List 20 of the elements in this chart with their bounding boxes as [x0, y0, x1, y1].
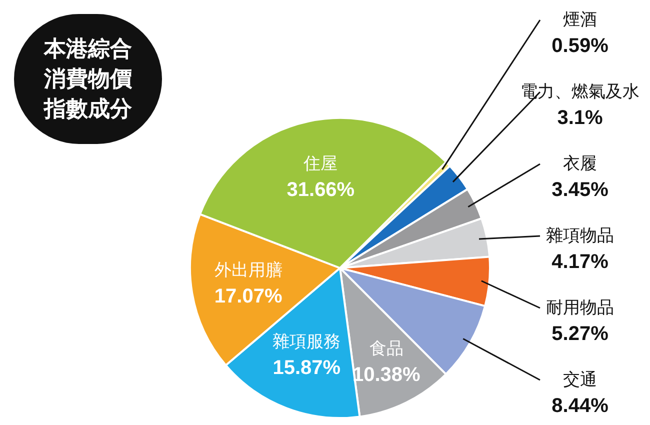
slice-label: 雜項物品 [546, 226, 614, 245]
data-label: 17.07% [214, 286, 282, 308]
data-label: 8.44% [552, 395, 609, 417]
slice-label: 電力、燃氣及水 [520, 82, 640, 101]
slice-label: 雜項服務 [272, 332, 341, 351]
data-label: 3.45% [552, 179, 609, 201]
slice-label: 外出用膳 [214, 260, 282, 280]
data-label: 4.17% [552, 251, 609, 273]
slice-label: 交通 [563, 370, 597, 389]
text: 本港綜合消費物價指數成分 [14, 14, 162, 144]
slice-label: 耐用物品 [546, 298, 614, 317]
slice-label: 衣履 [563, 154, 597, 173]
data-label: 3.1% [557, 107, 604, 129]
data-label: 31.66% [286, 179, 355, 202]
data-label: 5.27% [552, 323, 609, 345]
slice-label: 食品 [369, 339, 404, 358]
slice-label: 住屋 [302, 154, 338, 174]
data-label: 0.59% [552, 35, 609, 57]
data-label: 15.87% [272, 356, 341, 379]
slice-label: 煙酒 [563, 10, 597, 29]
